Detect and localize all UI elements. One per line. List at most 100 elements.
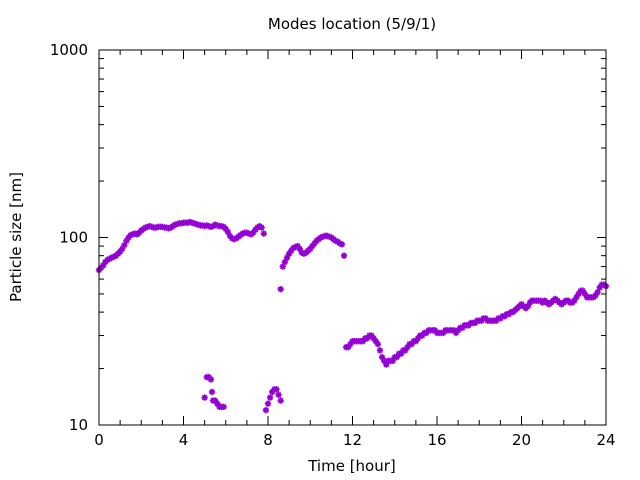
- data-point: [581, 290, 589, 298]
- data-point: [266, 394, 274, 401]
- data-point: [262, 406, 270, 414]
- data-point: [571, 297, 578, 304]
- data-point: [281, 258, 289, 266]
- data-point: [431, 327, 439, 334]
- x-tick-label: 24: [596, 431, 615, 449]
- data-point: [201, 394, 208, 401]
- data-point: [275, 391, 282, 398]
- data-point: [228, 235, 236, 242]
- data-point: [264, 400, 272, 407]
- data-point: [370, 335, 377, 342]
- x-axis-ticks: 0 4 8 12 16 20 24: [94, 50, 616, 449]
- data-point: [288, 247, 295, 254]
- data-point: [336, 240, 344, 247]
- x-axis-title: Time [hour]: [307, 457, 396, 475]
- data-point: [283, 254, 291, 261]
- data-point: [359, 337, 367, 345]
- data-point: [326, 233, 333, 240]
- data-point: [383, 361, 390, 368]
- data-point: [296, 245, 303, 253]
- data-point: [596, 284, 603, 291]
- data-point: [423, 329, 430, 337]
- data-point: [524, 303, 532, 310]
- data-point: [250, 229, 257, 236]
- data-point: [100, 262, 107, 269]
- data-point: [368, 332, 375, 339]
- data-point: [323, 232, 331, 240]
- data-point: [277, 397, 284, 404]
- data-point: [307, 245, 314, 253]
- data-point: [575, 290, 582, 298]
- data-point: [345, 343, 352, 351]
- data-point: [214, 400, 221, 407]
- plot-frame: [98, 49, 607, 426]
- data-point: [338, 241, 346, 248]
- data-point: [125, 234, 132, 241]
- data-point: [372, 337, 379, 345]
- data-point: [340, 252, 348, 259]
- data-point: [317, 234, 325, 241]
- data-point: [123, 237, 130, 245]
- data-point: [402, 347, 409, 354]
- data-point: [292, 243, 299, 251]
- y-tick-label: 1000: [50, 41, 88, 59]
- x-tick-label: 0: [94, 431, 104, 449]
- data-point: [285, 250, 293, 257]
- x-tick-label: 4: [179, 431, 189, 449]
- data-point: [380, 357, 388, 364]
- x-tick-label: 16: [427, 431, 446, 449]
- y-axis-title: Particle size [nm]: [7, 172, 25, 302]
- data-point: [258, 224, 265, 231]
- data-points: [95, 218, 610, 414]
- data-point: [220, 403, 227, 411]
- data-point: [273, 386, 280, 393]
- data-point: [459, 324, 466, 331]
- data-point: [226, 232, 234, 240]
- data-point: [332, 237, 339, 245]
- data-point: [279, 263, 286, 270]
- y-axis-ticks: 10 100 1000: [50, 41, 606, 434]
- data-point: [579, 287, 586, 294]
- data-point: [224, 228, 232, 236]
- x-tick-label: 12: [343, 431, 362, 449]
- data-point: [277, 285, 284, 293]
- y-tick-label: 10: [69, 416, 88, 434]
- data-point: [119, 245, 126, 253]
- x-tick-label: 8: [263, 431, 273, 449]
- data-point: [376, 347, 384, 354]
- data-point: [290, 244, 297, 252]
- data-point: [208, 388, 216, 396]
- data-point: [269, 388, 276, 396]
- y-tick-label: 100: [59, 229, 88, 247]
- data-point: [412, 337, 420, 345]
- data-point: [311, 240, 318, 247]
- data-point: [121, 241, 128, 249]
- data-point: [207, 376, 215, 383]
- data-point: [211, 397, 219, 404]
- data-point: [393, 353, 401, 361]
- data-point: [260, 230, 267, 237]
- data-point: [419, 332, 426, 339]
- data-point: [319, 233, 327, 240]
- data-point: [294, 242, 301, 250]
- data-point: [374, 340, 382, 348]
- data-point: [454, 327, 462, 334]
- data-point: [404, 343, 411, 351]
- data-point: [231, 235, 238, 243]
- data-point: [414, 335, 422, 342]
- data-point: [309, 242, 316, 250]
- data-point: [389, 357, 396, 364]
- x-tick-label: 20: [512, 431, 531, 449]
- data-point: [592, 292, 599, 299]
- data-point: [440, 329, 447, 337]
- data-point: [378, 353, 386, 361]
- data-point: [222, 225, 229, 233]
- data-point: [594, 289, 601, 296]
- chart-title: Modes location (5/9/1): [268, 15, 436, 33]
- data-point: [116, 248, 124, 255]
- data-point: [452, 329, 460, 337]
- data-point: [347, 340, 354, 348]
- data-point: [397, 350, 405, 357]
- data-point: [450, 327, 458, 334]
